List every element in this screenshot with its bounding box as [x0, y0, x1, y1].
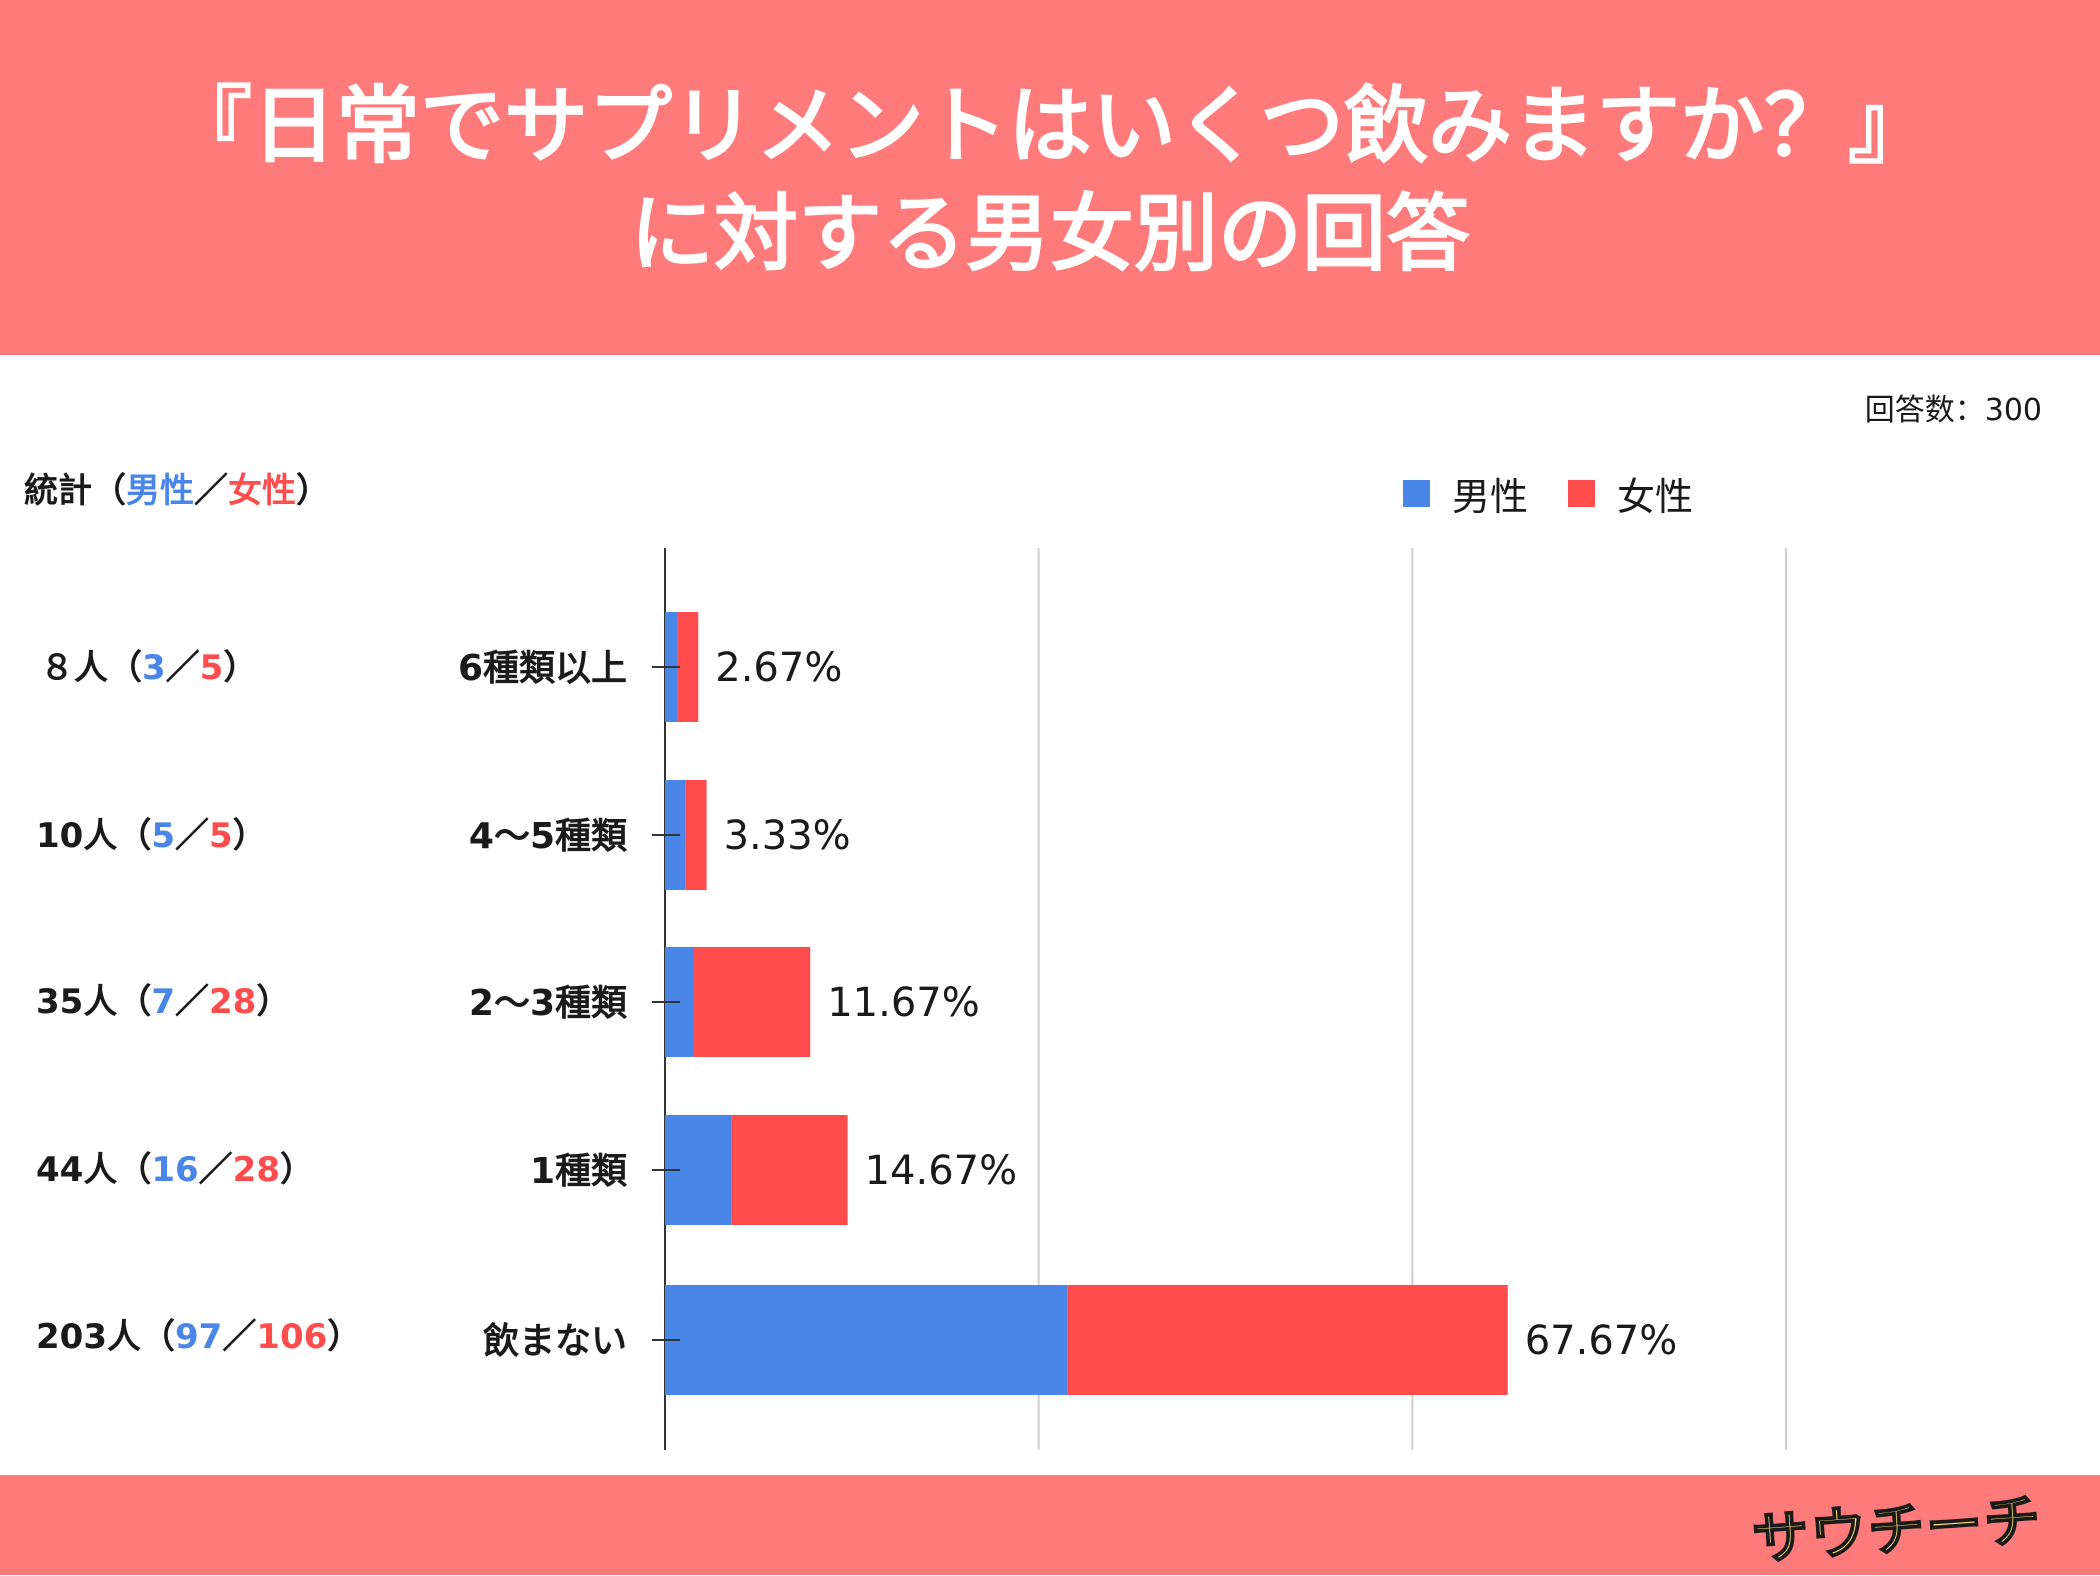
bar-male: [665, 1285, 1068, 1395]
stat-paren-open: （: [117, 816, 152, 856]
stat-slash: ／: [165, 648, 200, 688]
stat-slash: ／: [222, 1317, 257, 1357]
stat-female: 5: [209, 816, 233, 856]
bar-female: [731, 1115, 848, 1225]
value-label: 14.67%: [865, 1148, 1018, 1194]
stat-paren-open: （: [108, 648, 142, 688]
stat-female: 28: [232, 1150, 280, 1190]
stat-male: 97: [174, 1317, 223, 1357]
stats-header-prefix: 統計（: [24, 471, 126, 511]
stat-female: 28: [209, 982, 257, 1022]
stat-row: 203人（97／106）: [36, 1312, 361, 1362]
stat-paren-open: （: [117, 982, 152, 1022]
stat-row: 44人（16／28）: [36, 1145, 314, 1195]
header-banner: 『日常でサプリメントはいくつ飲みますか？』 に対する男女別の回答: [0, 0, 2100, 355]
stat-paren-close: ）: [279, 1150, 314, 1190]
stats-header-male: 男性: [126, 471, 194, 511]
brand-logo: サウチーチ: [1749, 1486, 2045, 1573]
stats-header-female: 女性: [228, 471, 296, 511]
value-label: 2.67%: [715, 645, 842, 691]
stat-slash: ／: [175, 982, 209, 1022]
category-label: 2〜3種類: [469, 983, 628, 1024]
stats-header-suffix: ）: [296, 471, 330, 511]
stat-total: 35人: [36, 982, 118, 1022]
stat-paren-open: （: [117, 1150, 152, 1190]
stat-slash: ／: [175, 816, 209, 856]
category-label: 6種類以上: [458, 648, 627, 689]
category-label: 1種類: [530, 1151, 628, 1192]
bar-chart: 6種類以上 2.67% 4〜5種類 3.33% 2〜3種類 11.67% 1種類 14.67%…: [458, 548, 1787, 1450]
stat-total: 203人: [36, 1317, 141, 1357]
stat-female: 106: [256, 1317, 328, 1357]
bar-female: [694, 947, 811, 1057]
stat-row: 10人（5／5）: [36, 811, 267, 861]
legend-label-female: 女性: [1617, 475, 1694, 519]
stat-total: ８人: [40, 648, 108, 688]
chart-legend: 男性 女性: [1403, 466, 1733, 521]
stat-total: 10人: [36, 816, 118, 856]
bar-female: [1067, 1285, 1508, 1395]
stat-male: 7: [151, 982, 175, 1022]
legend-label-male: 男性: [1452, 475, 1529, 519]
bar-female: [677, 612, 699, 722]
stat-slash: ／: [198, 1150, 233, 1190]
stat-row: 35人（7／28）: [36, 977, 290, 1027]
legend-item-female: 女性: [1568, 466, 1693, 521]
value-label: 3.33%: [724, 813, 851, 859]
stat-male: 5: [151, 816, 175, 856]
stat-male: 3: [142, 648, 166, 688]
stat-paren-close: ）: [256, 982, 291, 1022]
stat-male: 16: [151, 1150, 199, 1190]
legend-swatch-male: [1403, 480, 1430, 507]
stat-paren-open: （: [140, 1317, 175, 1357]
stat-total: 44人: [36, 1150, 118, 1190]
title-line-2: に対する男女別の回答: [629, 185, 1470, 283]
value-label: 67.67%: [1525, 1318, 1678, 1364]
category-label: 4〜5種類: [469, 816, 628, 857]
stat-paren-close: ）: [327, 1317, 362, 1357]
value-label: 11.67%: [827, 980, 980, 1026]
stats-header-slash: ／: [194, 471, 228, 511]
stats-header: 統計（男性／女性）: [24, 463, 330, 512]
footer-banner: サウチーチ: [0, 1475, 2100, 1575]
stat-female: 5: [199, 648, 224, 688]
legend-item-male: 男性: [1403, 466, 1528, 521]
title-line-1: 『日常でサプリメントはいくつ飲みますか？』: [167, 77, 1932, 175]
category-label: 飲まない: [483, 1321, 627, 1362]
stat-paren-close: ）: [223, 648, 258, 688]
stat-paren-close: ）: [232, 816, 267, 856]
stat-row: ８人（3／5）: [40, 643, 257, 693]
legend-swatch-female: [1568, 480, 1596, 507]
respondent-count: 回答数：300: [1864, 393, 2042, 428]
bar-female: [685, 780, 707, 890]
